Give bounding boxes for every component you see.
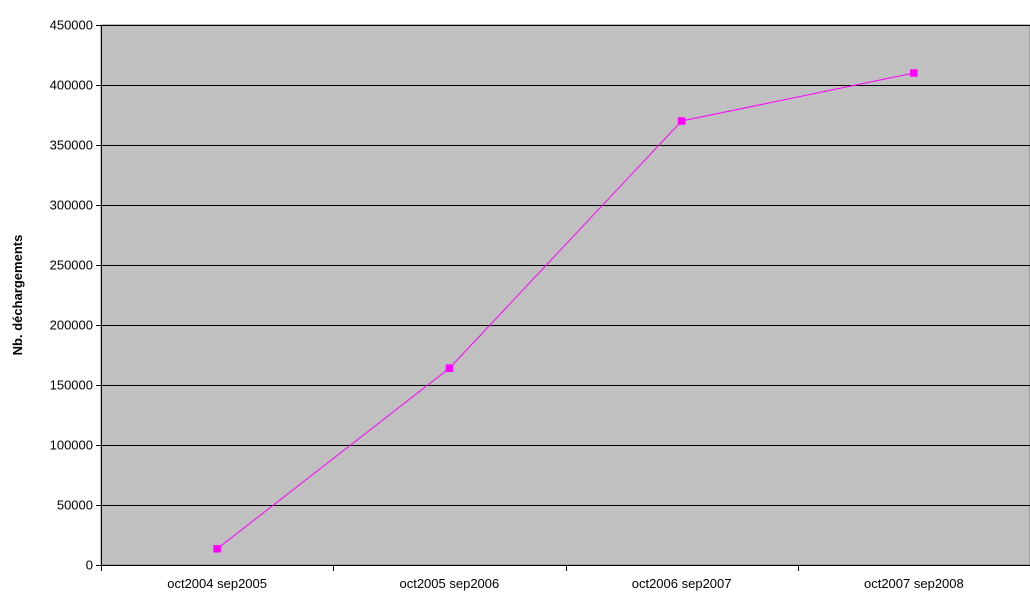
series [213, 69, 918, 553]
series-line [216, 72, 915, 550]
data-point-marker [910, 69, 918, 77]
data-point-marker [213, 545, 221, 553]
y-tick-label: 350000 [50, 138, 93, 153]
x-tick-label: oct2004 sep2005 [167, 576, 267, 591]
x-tick-label: oct2006 sep2007 [632, 576, 732, 591]
y-axis-title: Nb. déchargements [10, 235, 25, 356]
y-tick-label: 450000 [50, 18, 93, 33]
y-tick-label: 100000 [50, 438, 93, 453]
y-tick-labels: 0 50000 100000 150000 200000 250000 300000 3500… [50, 18, 93, 573]
y-tick-label: 300000 [50, 198, 93, 213]
x-tick-label: oct2005 sep2006 [399, 576, 499, 591]
y-tick-label: 50000 [57, 498, 93, 513]
y-tick-label: 250000 [50, 258, 93, 273]
x-tick-labels: oct2004 sep2005 oct2005 sep2006 oct2006 se… [167, 576, 964, 591]
y-tick-label: 0 [86, 558, 93, 573]
axes [96, 25, 1030, 571]
gridlines [101, 25, 1030, 506]
plot-area [100, 24, 1030, 566]
x-tick-label: oct2007 sep2008 [864, 576, 964, 591]
data-point-marker [445, 364, 454, 372]
y-tick-label: 200000 [50, 318, 93, 333]
data-point-marker [677, 117, 686, 125]
y-tick-label: 150000 [50, 378, 93, 393]
y-tick-label: 400000 [50, 78, 93, 93]
